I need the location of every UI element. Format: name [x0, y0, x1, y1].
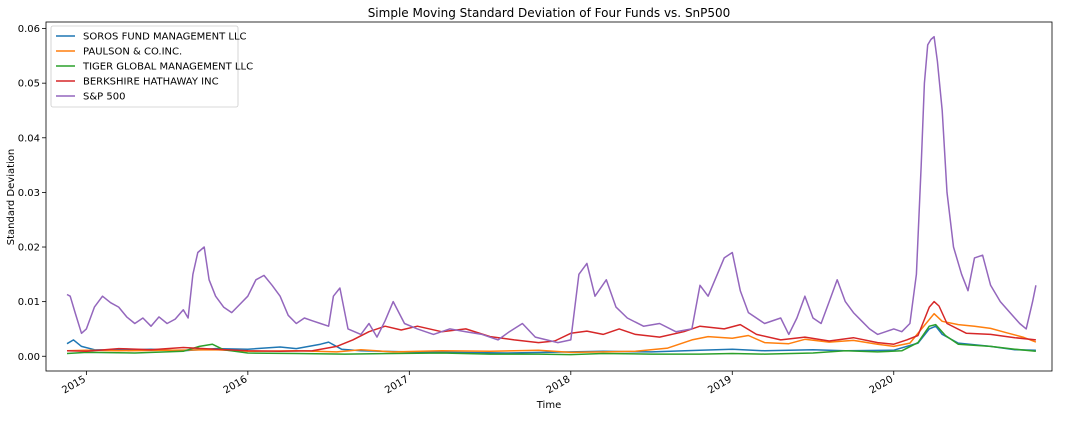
- legend-label-1: PAULSON & CO.INC.: [83, 47, 182, 58]
- legend: SOROS FUND MANAGEMENT LLC PAULSON & CO.IN…: [50, 25, 253, 108]
- y-tick-label: 0.00: [18, 352, 40, 363]
- x-tick-label: 2015: [60, 374, 88, 396]
- x-axis-label: Time: [536, 400, 561, 411]
- y-tick-label: 0.02: [18, 243, 40, 254]
- series-line-1: [66, 312, 1037, 354]
- plot-frame: [45, 21, 1053, 372]
- x-tick-label: 2020: [868, 374, 896, 396]
- y-tick-label: 0.06: [18, 24, 40, 35]
- x-tick-label: 2016: [222, 374, 250, 396]
- legend-box: [50, 25, 239, 108]
- legend-label-0: SOROS FUND MANAGEMENT LLC: [83, 32, 247, 43]
- chart-title: Simple Moving Standard Deviation of Four…: [368, 6, 731, 20]
- series-line-3: [66, 300, 1036, 353]
- y-tick-label: 0.05: [18, 79, 40, 90]
- series-line-2: [66, 323, 1036, 356]
- y-tick-label: 0.01: [18, 297, 40, 308]
- y-tick-label: 0.04: [18, 133, 40, 144]
- legend-label-3: BERKSHIRE HATHAWAY INC: [83, 77, 219, 88]
- y-axis-label: Standard Deviation: [6, 149, 17, 246]
- y-tick-label: 0.03: [18, 188, 40, 199]
- x-tick-label: 2019: [706, 374, 734, 396]
- x-tick-label: 2018: [545, 374, 573, 396]
- x-tick-label: 2017: [383, 374, 411, 396]
- legend-label-4: S&P 500: [83, 92, 125, 103]
- series-line-4: [66, 35, 1037, 344]
- legend-label-2: TIGER GLOBAL MANAGEMENT LLC: [82, 62, 253, 73]
